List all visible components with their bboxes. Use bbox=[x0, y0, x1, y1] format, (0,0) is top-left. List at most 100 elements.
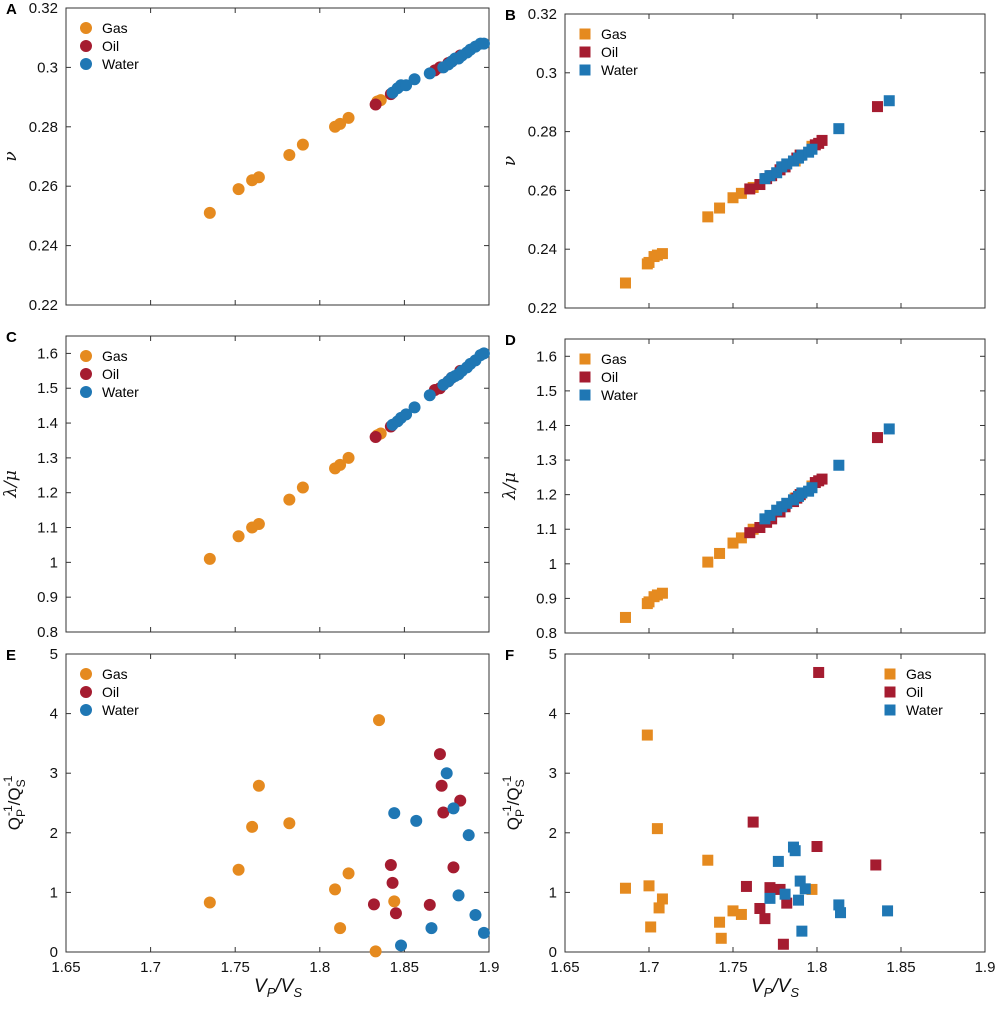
y-label-part: P bbox=[513, 809, 527, 817]
data-point-oil bbox=[433, 748, 446, 761]
legend-label-gas: Gas bbox=[102, 666, 128, 682]
x-tick-label: 1.7 bbox=[140, 959, 161, 976]
data-point-water bbox=[806, 482, 818, 494]
legend-label-water: Water bbox=[601, 62, 638, 78]
legend: Gas Oil Water bbox=[80, 666, 139, 718]
y-tick-label: 0 bbox=[50, 944, 58, 961]
x-label-sub-s: S bbox=[293, 985, 302, 1000]
y-tick-label: 0.3 bbox=[536, 65, 557, 82]
data-point-gas bbox=[388, 895, 401, 908]
y-label-part: S bbox=[14, 779, 28, 787]
data-point-gas bbox=[651, 823, 663, 835]
panel-label: D bbox=[505, 332, 516, 349]
y-tick-label: 5 bbox=[50, 646, 58, 663]
panel-A: A 0.22 0.24 0.26 0.28 0.3 0.32 ν Gas Oil Water bbox=[1, 0, 490, 314]
y-tick-label: 0.26 bbox=[528, 182, 557, 199]
x-label-slash: / bbox=[273, 976, 282, 997]
data-point-water bbox=[781, 158, 793, 170]
data-point-water bbox=[883, 95, 895, 107]
y-tick-label: 1.3 bbox=[37, 450, 58, 467]
data-point-gas bbox=[334, 117, 347, 130]
legend-marker-gas bbox=[80, 668, 92, 680]
data-point-oil bbox=[740, 880, 752, 892]
data-point-gas bbox=[727, 905, 739, 917]
x-tick-label: 1.75 bbox=[221, 959, 250, 976]
data-point-gas bbox=[232, 863, 245, 876]
y-tick-label: 1.5 bbox=[37, 380, 58, 397]
data-point-gas bbox=[283, 493, 296, 506]
data-point-gas bbox=[373, 714, 386, 727]
data-point-water bbox=[400, 408, 413, 421]
y-axis-label: QP-1/QS-1 bbox=[500, 775, 527, 830]
x-tick-label: 1.8 bbox=[807, 959, 828, 976]
y-label-part: Q bbox=[5, 817, 24, 830]
data-point-oil bbox=[447, 861, 460, 874]
y-tick-label: 1.5 bbox=[536, 383, 557, 400]
data-point-gas bbox=[727, 192, 739, 204]
y-tick-label: 4 bbox=[50, 706, 58, 723]
x-tick-label: 1.85 bbox=[390, 959, 419, 976]
data-point-gas bbox=[203, 206, 216, 219]
x-tick-label: 1.85 bbox=[886, 959, 915, 976]
y-tick-label: 1 bbox=[549, 556, 557, 573]
y-tick-label: 0.26 bbox=[29, 178, 58, 195]
y-tick-label: 0.32 bbox=[29, 0, 58, 17]
y-label-part: S bbox=[513, 779, 527, 787]
data-point-gas bbox=[342, 111, 355, 124]
data-point-water bbox=[425, 922, 438, 935]
data-point-water bbox=[452, 889, 465, 902]
y-tick-label: 5 bbox=[549, 646, 557, 663]
legend-label-water: Water bbox=[906, 702, 943, 718]
y-tick-label: 0.22 bbox=[528, 300, 557, 317]
x-label-sub-p: P bbox=[267, 985, 276, 1000]
data-point-gas bbox=[643, 880, 655, 892]
data-point-gas bbox=[735, 187, 747, 199]
data-point-gas bbox=[643, 256, 655, 268]
y-tick-label: 0.28 bbox=[528, 124, 557, 141]
legend-label-water: Water bbox=[102, 702, 139, 718]
data-point-gas bbox=[714, 916, 726, 928]
y-tick-label: 3 bbox=[50, 765, 58, 782]
legend-marker-oil bbox=[579, 371, 591, 383]
data-point-gas bbox=[283, 817, 296, 830]
data-point-oil bbox=[437, 806, 450, 819]
data-point-oil bbox=[871, 432, 883, 444]
data-point-water bbox=[462, 829, 475, 842]
x-axis-label: VP/VS bbox=[751, 976, 799, 1000]
legend-marker-gas bbox=[579, 28, 591, 40]
plot-frame bbox=[65, 653, 490, 953]
data-point-gas bbox=[702, 854, 714, 866]
legend-marker-water bbox=[80, 386, 92, 398]
data-point-gas bbox=[296, 138, 309, 151]
data-point-oil bbox=[759, 913, 771, 925]
data-point-oil bbox=[870, 859, 882, 871]
panel-label: A bbox=[6, 1, 17, 18]
y-axis-label: ν bbox=[1, 151, 21, 161]
data-point-water bbox=[423, 389, 436, 402]
legend-label-oil: Oil bbox=[102, 366, 119, 382]
y-label-part: /Q bbox=[5, 787, 24, 805]
data-point-water bbox=[469, 909, 482, 922]
data-point-gas bbox=[329, 883, 342, 896]
data-point-oil bbox=[369, 430, 382, 443]
x-tick-label: 1.8 bbox=[309, 959, 330, 976]
data-point-water bbox=[764, 892, 776, 904]
x-tick-label: 1.65 bbox=[51, 959, 80, 976]
data-point-water bbox=[440, 767, 453, 780]
legend-marker-gas bbox=[80, 22, 92, 34]
legend-marker-gas bbox=[579, 353, 591, 365]
data-point-oil bbox=[423, 898, 436, 911]
data-point-gas bbox=[702, 556, 714, 568]
legend-marker-oil bbox=[80, 368, 92, 380]
y-label-part: /Q bbox=[504, 787, 523, 805]
plot-frame bbox=[564, 13, 986, 309]
data-point-water bbox=[794, 875, 806, 887]
data-point-water bbox=[796, 149, 808, 161]
y-tick-label: 0.3 bbox=[37, 59, 58, 76]
data-point-gas bbox=[735, 532, 747, 544]
legend-marker-water bbox=[80, 704, 92, 716]
legend-label-oil: Oil bbox=[102, 684, 119, 700]
data-point-water bbox=[764, 509, 776, 521]
data-point-oil bbox=[369, 98, 382, 111]
data-point-gas bbox=[203, 552, 216, 565]
